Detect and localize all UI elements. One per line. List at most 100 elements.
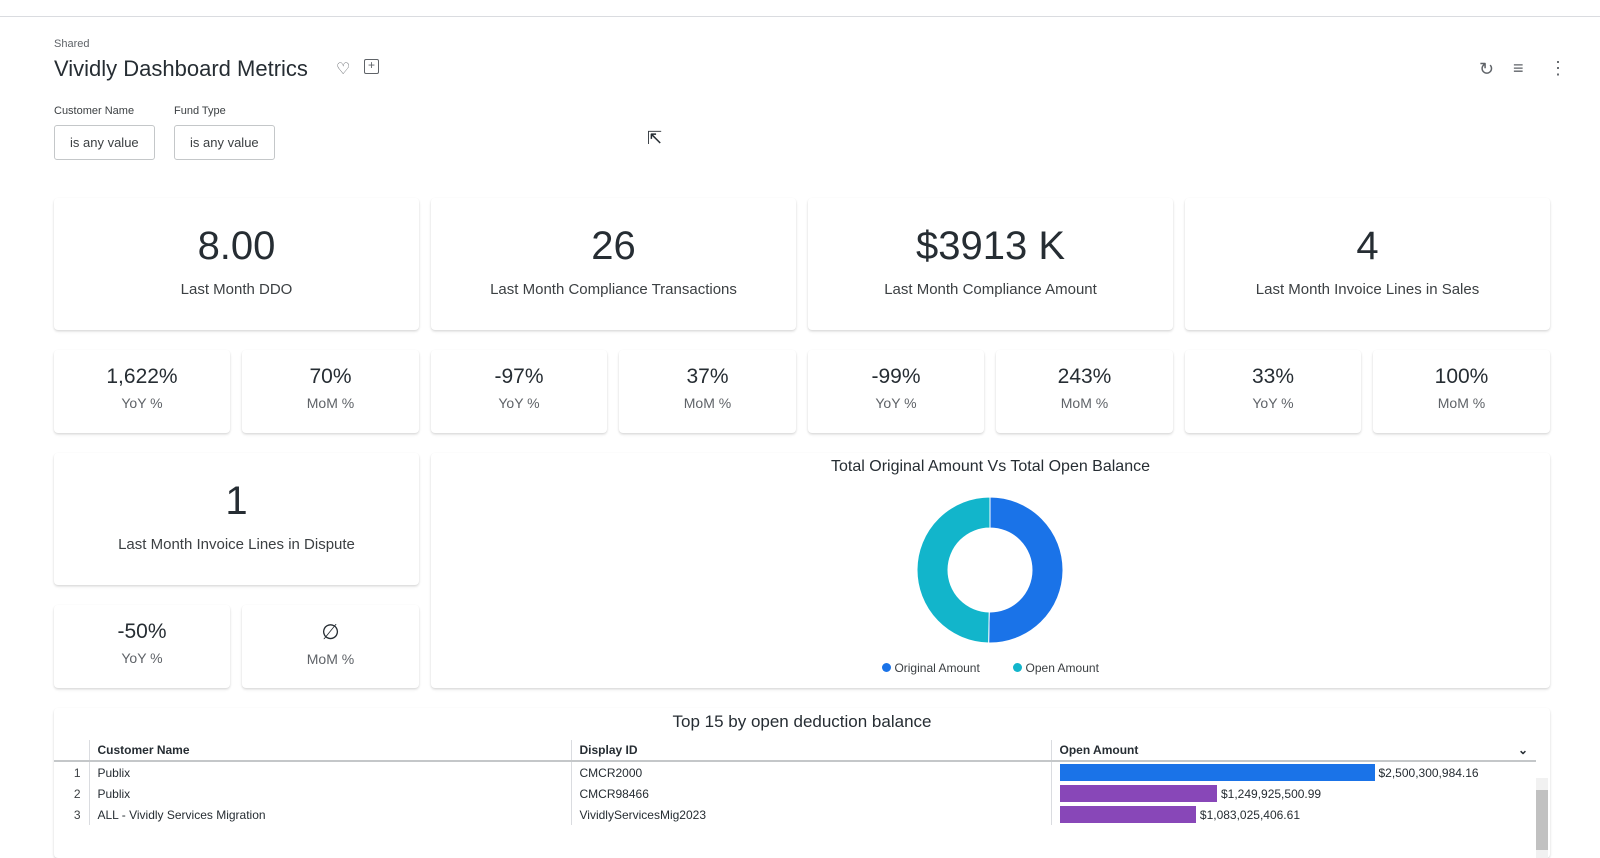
mom-card[interactable]: 70% MoM % [242,350,419,433]
yoy-value: 1,622% [106,365,178,388]
yoy-label: YoY % [498,395,540,411]
cell-display-id: CMCR2000 [570,761,1051,783]
table-title: Top 15 by open deduction balance [672,712,932,731]
amount-bar [1059,806,1196,823]
legend-item-open[interactable]: Open Amount [1013,661,1099,675]
filter-label: Customer Name [54,105,135,117]
legend-item-original[interactable]: Original Amount [882,661,980,675]
mom-card[interactable]: ∅ MoM % [242,605,419,688]
top-divider [0,16,1600,17]
cell-open-amount: $1,083,025,406.61 [1050,804,1536,825]
cell-customer: Publix [88,761,571,783]
legend-label: Original Amount [894,661,980,675]
filter-label: Fund Type [174,105,226,117]
legend-dot-icon [1013,663,1023,672]
chart-legend: Original Amount Open Amount [431,661,1550,675]
scrollbar-thumb[interactable] [1536,790,1548,850]
kpi-card[interactable]: 1 Last Month Invoice Lines in Dispute [54,453,419,585]
cell-open-amount: $2,500,300,984.16 [1050,761,1536,783]
refresh-icon[interactable]: ↻ [1479,59,1495,79]
chart-title: Total Original Amount Vs Total Open Bala… [831,458,1150,475]
amount-bar [1059,785,1217,802]
heart-icon[interactable]: ♡ [336,61,351,78]
kpi-value: $3913 K [915,224,1066,268]
table-row[interactable]: 2 Publix CMCR98466 $1,249,925,500.99 [54,783,1536,804]
donut-slice-open-amount[interactable] [916,496,991,644]
cell-open-amount: $1,249,925,500.99 [1050,783,1536,804]
row-number: 3 [73,807,81,822]
amount-value: $1,249,925,500.99 [1221,786,1322,801]
filter-fund-type: Fund Type is any value [174,105,275,160]
kpi-value: 8.00 [197,224,276,268]
column-header-customer[interactable]: Customer Name [88,740,571,762]
mom-label: MoM % [683,395,732,411]
cursor-icon: ⇱ [647,128,663,148]
kpi-label: Last Month Compliance Transactions [490,281,737,298]
fund-type-filter-button[interactable]: is any value [174,125,275,160]
page-title: Vividly Dashboard Metrics [54,56,308,81]
mom-card[interactable]: 37% MoM % [619,350,796,433]
amount-value: $1,083,025,406.61 [1199,807,1300,822]
chevron-down-icon[interactable]: ⌄ [1517,743,1528,757]
customer-name-filter-button[interactable]: is any value [54,125,155,160]
cell-customer: ALL - Vividly Services Migration [88,804,571,825]
donut-chart [916,496,1064,644]
mom-label: MoM % [1060,395,1109,411]
kpi-card[interactable]: 8.00 Last Month DDO [54,198,419,330]
scrollbar[interactable] [1536,778,1548,858]
yoy-value: -50% [117,620,167,643]
yoy-card[interactable]: -50% YoY % [54,605,230,688]
mom-value: 70% [309,365,352,388]
mom-value: 37% [686,365,729,388]
kpi-label: Last Month Compliance Amount [884,281,1097,298]
mom-label: MoM % [1437,395,1486,411]
mom-card[interactable]: 100% MoM % [1373,350,1550,433]
kpi-card[interactable]: 4 Last Month Invoice Lines in Sales [1185,198,1550,330]
legend-label: Open Amount [1025,661,1099,675]
yoy-label: YoY % [875,395,917,411]
mom-card[interactable]: 243% MoM % [996,350,1173,433]
amount-value: $2,500,300,984.16 [1378,765,1479,780]
donut-chart-card: Total Original Amount Vs Total Open Bala… [431,453,1550,688]
mom-value: 100% [1434,365,1489,388]
cell-customer: Publix [88,783,571,804]
mom-value: ∅ [321,621,340,644]
yoy-card[interactable]: -97% YoY % [431,350,607,433]
yoy-label: YoY % [121,650,163,666]
row-number: 1 [73,765,81,780]
yoy-label: YoY % [1252,395,1294,411]
kpi-label: Last Month DDO [180,281,293,298]
yoy-card[interactable]: 1,622% YoY % [54,350,230,433]
top-15-table-card: Top 15 by open deduction balance Custome… [54,708,1550,858]
cell-display-id: CMCR98466 [570,783,1051,804]
table-row[interactable]: 1 Publix CMCR2000 $2,500,300,984.16 [54,761,1536,783]
more-options-icon[interactable]: ⋮ [1549,58,1567,78]
column-header-open-amount[interactable]: Open Amount ⌄ [1050,740,1536,762]
yoy-value: -99% [871,365,921,388]
data-table: Customer Name Display ID Open Amount ⌄ 1 … [54,740,1536,825]
mom-value: 243% [1057,365,1112,388]
mom-label: MoM % [306,395,355,411]
row-number-header [54,740,89,762]
cell-display-id: VividlyServicesMig2023 [570,804,1051,825]
yoy-value: -97% [494,365,544,388]
donut-slice-original-amount[interactable] [988,496,1064,644]
filter-icon[interactable]: ≡ [1513,58,1524,78]
yoy-card[interactable]: 33% YoY % [1185,350,1361,433]
yoy-card[interactable]: -99% YoY % [808,350,984,433]
kpi-card[interactable]: 26 Last Month Compliance Transactions [431,198,796,330]
kpi-label: Last Month Invoice Lines in Dispute [118,536,355,553]
legend-dot-icon [882,663,892,672]
yoy-label: YoY % [121,395,163,411]
kpi-label: Last Month Invoice Lines in Sales [1255,281,1480,298]
column-header-display-id[interactable]: Display ID [570,740,1051,762]
kpi-value: 1 [225,479,248,523]
mom-label: MoM % [306,651,355,667]
kpi-card[interactable]: $3913 K Last Month Compliance Amount [808,198,1173,330]
add-to-board-icon[interactable]: + [364,59,379,74]
breadcrumb[interactable]: Shared [54,38,90,50]
column-label: Open Amount [1059,743,1139,757]
table-row[interactable]: 3 ALL - Vividly Services Migration Vivid… [54,804,1536,825]
yoy-value: 33% [1251,365,1295,388]
kpi-value: 4 [1356,224,1379,268]
